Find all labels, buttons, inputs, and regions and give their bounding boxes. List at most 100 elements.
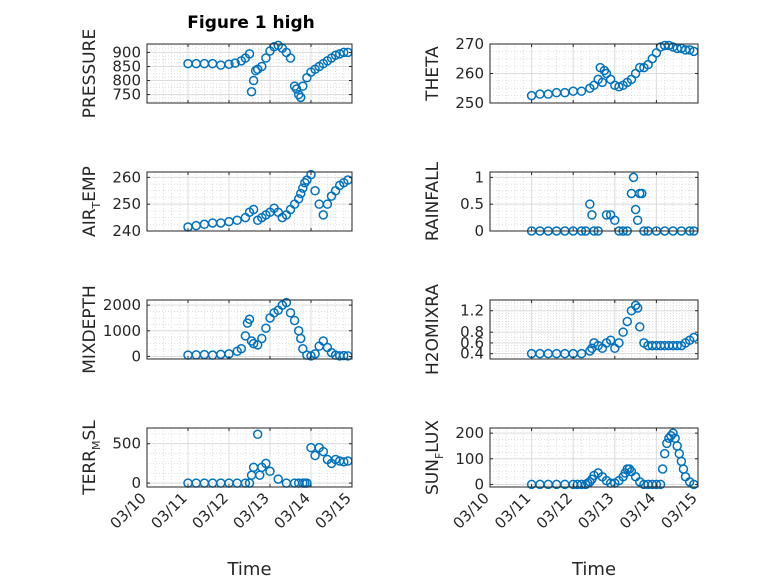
data-point [322, 199, 333, 209]
data-point [339, 350, 349, 361]
data-point [622, 316, 633, 327]
data-point [261, 458, 271, 469]
data-point [240, 331, 251, 341]
data-point [585, 199, 595, 209]
y-tick-label: 2000 [103, 296, 141, 314]
data-point [330, 454, 341, 465]
data-point [632, 215, 643, 226]
data-point [587, 210, 597, 220]
subplot-theta: 250 260 270 THETA [423, 35, 699, 112]
data-point [576, 348, 587, 359]
y-tick-label: 240 [112, 222, 141, 240]
y-tick-label: 0 [131, 347, 141, 365]
plot-area [490, 172, 698, 231]
subplot-sun-flux: 0100200SUNFLUX03/1003/1103/1203/1303/140… [423, 420, 701, 580]
y-axis-label-main: RAINFALL [423, 161, 443, 241]
data-point [605, 335, 616, 345]
y-tick-label: 800 [112, 72, 141, 90]
y-axis-label: PRESSURE [80, 29, 100, 118]
data-point [224, 59, 234, 69]
data-point [310, 349, 320, 359]
data-point [298, 183, 308, 193]
y-tick-label: 100 [455, 450, 484, 468]
data-point [230, 58, 240, 68]
data-point [289, 315, 300, 326]
subplot-h2omixra: 0.40.60.8 1.2 H2OMIXRA [423, 284, 699, 375]
y-axis-label-main: MIXDEPTH [80, 285, 100, 374]
data-point [318, 446, 329, 457]
y-tick-label: 200 [455, 424, 484, 442]
x-tick-label: 03/15 [312, 489, 355, 532]
y-axis-label: H2OMIXRA [423, 284, 443, 375]
y-axis-label: MIXDEPTH [80, 285, 100, 374]
y-tick-label: 0.8 [460, 323, 484, 341]
y-tick-label: 250 [455, 94, 484, 112]
data-point [657, 464, 668, 474]
data-point [597, 77, 608, 88]
data-point [244, 49, 255, 59]
data-point [310, 450, 320, 461]
y-axis-label-subscript: T [90, 201, 103, 209]
data-point [630, 204, 641, 215]
data-point [318, 210, 329, 220]
data-point [252, 340, 263, 350]
y-axis-label: SUNFLUX [423, 420, 446, 495]
x-axis-label: Time [226, 559, 271, 580]
data-point [296, 188, 306, 199]
data-point [246, 87, 257, 97]
data-point [635, 62, 645, 73]
data-point [236, 343, 247, 354]
data-point [684, 45, 695, 55]
data-point [306, 169, 316, 180]
y-tick-label: 270 [455, 35, 484, 53]
x-axis-label: Time [571, 559, 616, 580]
y-tick-label: 0.5 [460, 195, 484, 213]
data-point [248, 338, 259, 349]
data-point [668, 428, 678, 438]
axes-box [489, 427, 699, 488]
y-tick-label: 0 [131, 474, 141, 492]
y-axis-label: RAINFALL [423, 161, 443, 241]
y-axis-label-main: TERR [80, 450, 100, 496]
data-point [257, 333, 267, 344]
data-point [310, 186, 320, 196]
y-axis-label-subscript: F [433, 453, 446, 459]
y-axis-label-main: SUN [423, 459, 443, 495]
data-point [576, 479, 587, 490]
data-point [576, 86, 587, 96]
data-point [664, 40, 674, 51]
data-point [610, 215, 620, 226]
axes-box [489, 299, 699, 360]
data-point [651, 479, 662, 490]
x-tick-label: 03/12 [189, 489, 232, 532]
x-tick-label: 03/15 [658, 489, 701, 532]
axes-box [146, 299, 353, 360]
x-tick-label: 03/10 [450, 489, 493, 532]
y-axis-label-rest: EMP [80, 166, 100, 202]
x-tick-label: 03/13 [230, 489, 273, 532]
axes-box [489, 171, 699, 232]
data-point [614, 82, 624, 92]
data-point [632, 303, 643, 313]
y-tick-label: 0 [474, 475, 484, 493]
y-axis-label-main: AIR [80, 208, 100, 237]
data-point [628, 172, 639, 183]
data-point [298, 343, 308, 354]
subplot-rainfall: 0 0.5 1 RAINFALL [423, 161, 699, 241]
y-axis-label-main: PRESSURE [80, 29, 100, 118]
data-point [601, 210, 612, 220]
data-point [293, 89, 304, 100]
axes-box [146, 171, 353, 232]
data-point [248, 204, 259, 215]
y-tick-label: 1000 [103, 322, 141, 340]
data-point [293, 194, 304, 204]
data-point [672, 340, 682, 351]
data-point [265, 466, 275, 477]
figure-title: Figure 1 high [187, 13, 315, 33]
x-tick-label: 03/11 [148, 489, 191, 532]
data-point [273, 474, 283, 484]
